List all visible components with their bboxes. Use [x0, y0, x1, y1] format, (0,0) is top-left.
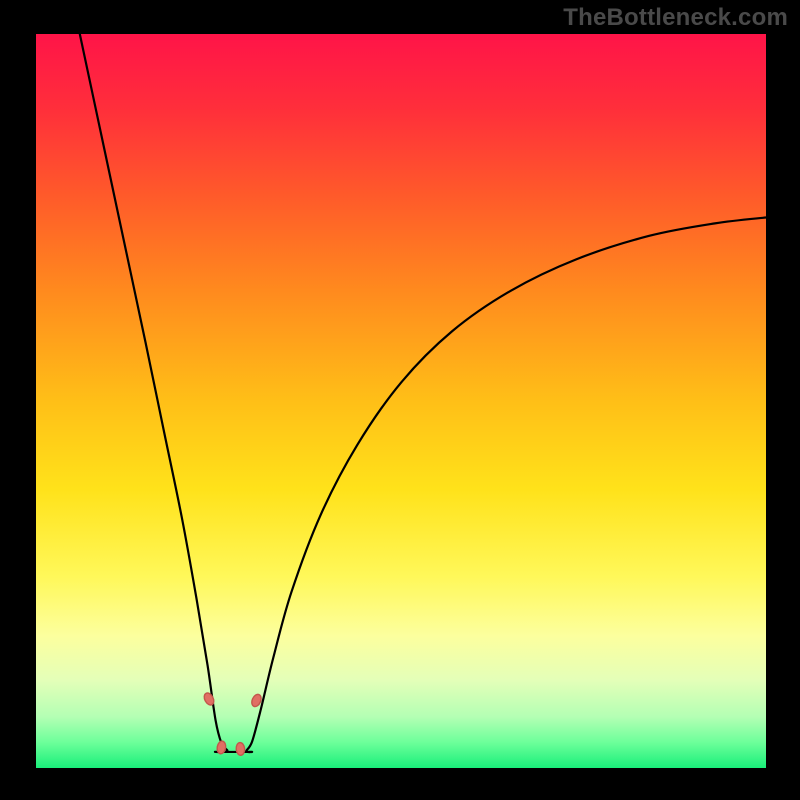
data-marker — [236, 742, 245, 755]
watermark-text: TheBottleneck.com — [563, 4, 788, 32]
bottleneck-chart — [36, 34, 766, 768]
gradient-background — [36, 34, 766, 768]
chart-frame: TheBottleneck.com — [0, 0, 800, 800]
